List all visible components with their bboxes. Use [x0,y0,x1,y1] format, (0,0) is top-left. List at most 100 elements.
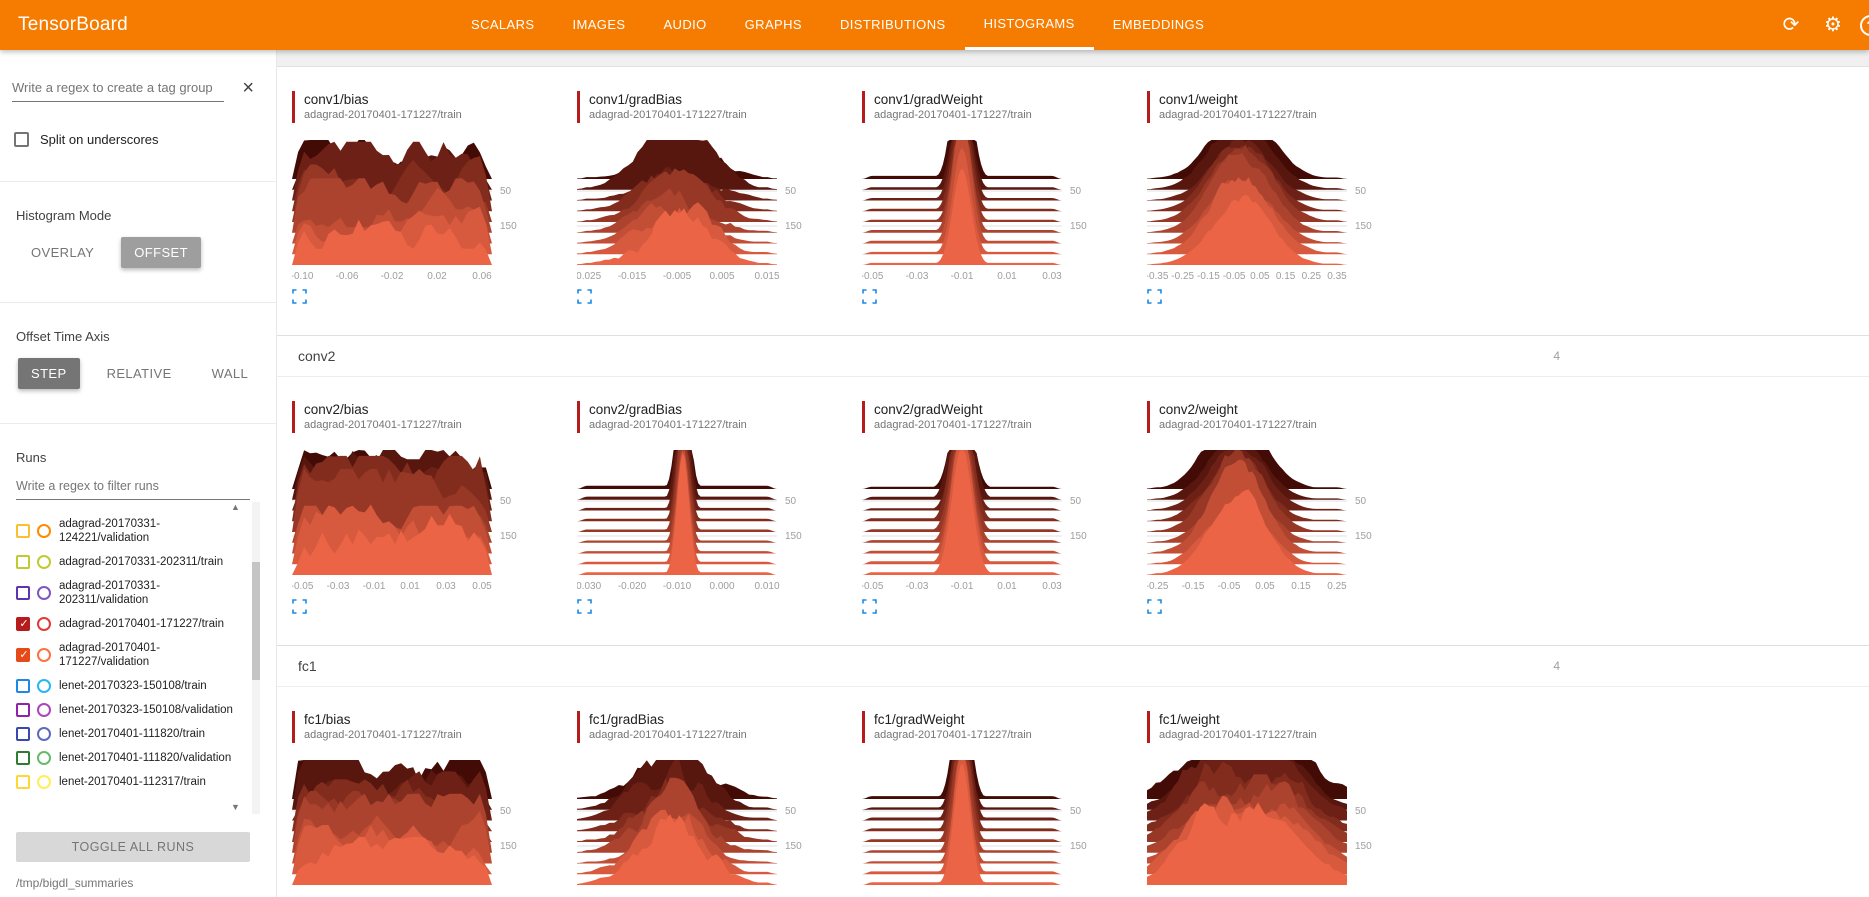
expand-icon[interactable] [862,599,878,615]
svg-text:0.010: 0.010 [754,581,779,592]
run-row[interactable]: adagrad-20170331-202311/train [16,550,252,574]
offset-time-axis-options: STEP RELATIVE WALL [18,358,276,389]
checkbox-icon[interactable] [14,132,29,147]
expand-icon[interactable] [577,599,593,615]
run-checkbox[interactable] [16,524,30,538]
category-section: conv1/bias adagrad-20170401-171227/train… [277,67,1869,335]
run-checkbox[interactable] [16,751,30,765]
run-color-circle[interactable] [37,775,51,789]
run-checkbox[interactable] [16,775,30,789]
chart-title: conv1/gradBias [589,92,683,107]
category-header[interactable]: conv2 4 [277,335,1869,377]
scroll-down-icon[interactable]: ▼ [231,802,240,812]
run-color-circle[interactable] [37,586,51,600]
run-color-circle[interactable] [37,703,51,717]
run-row[interactable]: lenet-20170323-150108/validation [16,698,252,722]
svg-text:0.03: 0.03 [1042,271,1062,282]
run-color-circle[interactable] [37,555,51,569]
run-checkbox[interactable] [16,555,30,569]
run-list-scrollbar-thumb[interactable] [252,562,260,680]
chart-run-label: adagrad-20170401-171227/train [304,729,462,741]
histogram-plot: 50 150 -0.05 -0.03 -0.01 0.01 0.03 [862,450,1087,592]
tab-graphs[interactable]: GRAPHS [744,17,802,32]
category-count: 4 [1553,349,1560,363]
svg-text:50: 50 [1355,186,1367,197]
histogram-card: conv1/gradBias adagrad-20170401-171227/t… [577,91,847,305]
svg-text:-0.05: -0.05 [862,581,884,592]
category-header[interactable]: fc1 4 [277,645,1869,687]
svg-text:-0.010: -0.010 [663,581,692,592]
svg-text:50: 50 [1070,806,1082,817]
tab-scalars[interactable]: SCALARS [471,17,535,32]
svg-text:-0.02: -0.02 [381,271,404,282]
expand-icon[interactable] [577,289,593,305]
tab-histograms[interactable]: HISTOGRAMS [964,0,1094,50]
split-on-underscores-checkbox[interactable]: Split on underscores [14,132,264,147]
run-row[interactable]: lenet-20170401-111820/validation [16,746,252,770]
expand-icon[interactable] [862,289,878,305]
tab-distributions[interactable]: DISTRIBUTIONS [839,17,946,32]
svg-text:0.35: 0.35 [1327,271,1347,282]
run-row[interactable]: lenet-20170323-150108/train [16,674,252,698]
svg-text:-0.030: -0.030 [577,581,602,592]
svg-text:0.03: 0.03 [436,581,456,592]
run-color-circle[interactable] [37,524,51,538]
run-row[interactable]: lenet-20170401-112317/train [16,770,252,794]
card-title-block: conv2/gradBias adagrad-20170401-171227/t… [577,401,847,433]
svg-text:0.05: 0.05 [472,581,492,592]
cards-row: fc1/bias adagrad-20170401-171227/train 5… [277,711,1869,897]
clear-icon[interactable]: × [242,77,254,99]
chart-title: conv2/bias [304,402,369,417]
svg-text:-0.005: -0.005 [663,271,692,282]
option-offset[interactable]: OFFSET [121,237,201,268]
chart-run-label: adagrad-20170401-171227/train [1159,729,1317,741]
run-filter-input[interactable] [16,475,250,500]
run-list: adagrad-20170331-124221/validation adagra… [16,512,276,824]
run-row[interactable]: adagrad-20170331-202311/validation [16,574,252,612]
option-wall[interactable]: WALL [211,366,249,381]
svg-text:0.05: 0.05 [1250,271,1270,282]
run-checkbox[interactable] [16,727,30,741]
settings-icon[interactable]: ⚙ [1824,14,1842,36]
svg-text:-0.05: -0.05 [1223,271,1246,282]
run-checkbox[interactable] [16,703,30,717]
svg-text:-0.03: -0.03 [906,271,929,282]
run-checkbox[interactable] [16,679,30,693]
run-row[interactable]: ✓ adagrad-20170401-171227/train [16,612,252,636]
tab-audio[interactable]: AUDIO [663,17,707,32]
tab-embeddings[interactable]: EMBEDDINGS [1112,17,1205,32]
histogram-card: fc1/gradBias adagrad-20170401-171227/tra… [577,711,847,897]
option-overlay[interactable]: OVERLAY [31,245,95,260]
option-step[interactable]: STEP [18,358,80,389]
svg-text:-0.15: -0.15 [1197,271,1220,282]
run-checkbox[interactable]: ✓ [16,648,30,662]
expand-icon[interactable] [1147,289,1163,305]
run-color-circle[interactable] [37,617,51,631]
toggle-all-runs-button[interactable]: TOGGLE ALL RUNS [16,832,250,862]
run-row[interactable]: adagrad-20170331-124221/validation [16,512,252,550]
run-color-circle[interactable] [37,679,51,693]
refresh-icon[interactable]: ⟳ [1782,14,1800,36]
expand-icon[interactable] [292,599,308,615]
run-row[interactable]: lenet-20170401-111820/train [16,722,252,746]
option-relative[interactable]: RELATIVE [106,366,172,381]
tag-regex-input[interactable] [12,76,224,102]
run-row[interactable]: ✓ adagrad-20170401-171227/validation [16,636,252,674]
run-checkbox[interactable] [16,586,30,600]
svg-text:50: 50 [500,186,512,197]
run-color-circle[interactable] [37,648,51,662]
expand-icon[interactable] [292,289,308,305]
tab-images[interactable]: IMAGES [572,17,626,32]
expand-icon[interactable] [1147,599,1163,615]
run-color-circle[interactable] [37,727,51,741]
help-icon[interactable]: ? [1860,14,1869,36]
card-title-block: conv1/gradBias adagrad-20170401-171227/t… [577,91,847,123]
scroll-up-icon[interactable]: ▲ [231,502,240,512]
svg-text:-0.01: -0.01 [951,581,974,592]
run-color-circle[interactable] [37,751,51,765]
crop-frame-icon [577,599,592,614]
svg-text:50: 50 [1355,496,1367,507]
histogram-plot: 50 150 -0.25 -0.15 -0.05 0.05 0.15 0.25 [1147,450,1372,592]
run-checkbox[interactable]: ✓ [16,617,30,631]
histogram-plot: 50 150 -0.35 -0.25 -0.15 -0.05 0.05 0.15 0.25 0.3… [1147,140,1372,282]
